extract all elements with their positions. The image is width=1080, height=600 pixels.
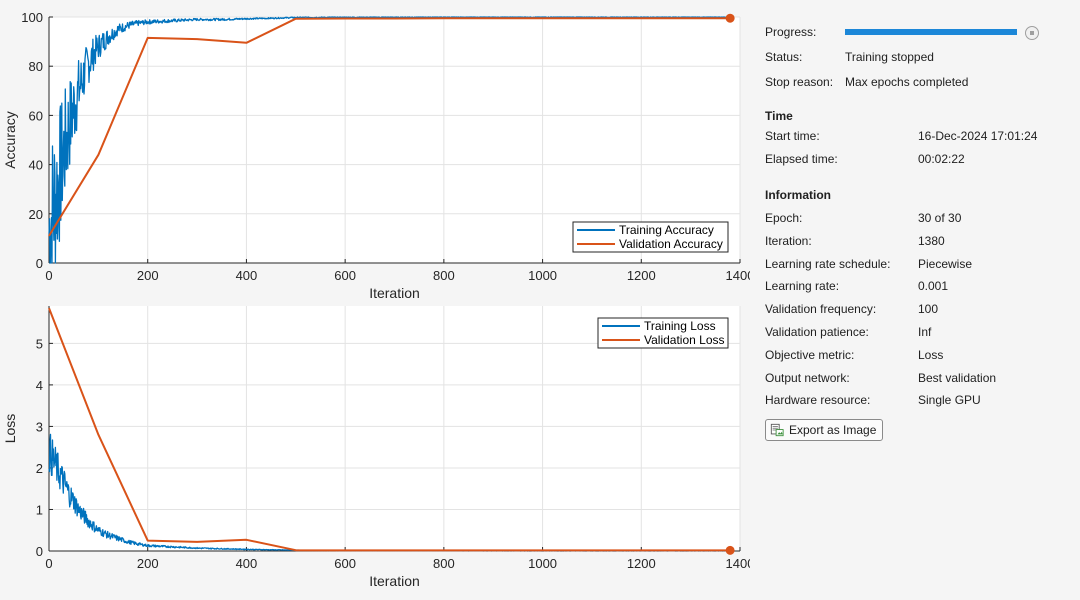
x-tick-label: 0 xyxy=(45,268,52,283)
x-tick-label: 1200 xyxy=(627,268,656,283)
info-value: Piecewise xyxy=(918,256,973,271)
info-label: Iteration: xyxy=(765,233,812,248)
start-time-label: Start time: xyxy=(765,129,820,143)
x-tick-label: 1200 xyxy=(627,556,656,571)
stop-icon[interactable] xyxy=(1025,26,1039,40)
y-tick-label: 2 xyxy=(36,461,43,476)
stop-reason-value: Max epochs completed xyxy=(845,75,969,89)
info-label: Output network: xyxy=(765,370,850,385)
y-tick-label: 4 xyxy=(36,378,43,393)
time-heading: Time xyxy=(765,109,793,123)
x-axis-label: Iteration xyxy=(369,285,420,301)
info-label: Hardware resource: xyxy=(765,393,871,408)
x-axis-label: Iteration xyxy=(369,573,420,589)
info-label: Epoch: xyxy=(765,211,803,225)
legend-entry: Training Accuracy xyxy=(619,223,714,237)
status-value: Training stopped xyxy=(845,50,934,64)
elapsed-time-value: 00:02:22 xyxy=(918,152,965,166)
progress-label: Progress: xyxy=(765,25,817,39)
info-value: Best validation xyxy=(918,370,997,385)
y-tick-label: 20 xyxy=(29,207,43,222)
info-value: Loss xyxy=(918,347,944,362)
training-info-panel: Progress: Status: Training stopped Stop … xyxy=(765,0,1065,600)
legend-entry: Training Loss xyxy=(644,319,716,333)
y-tick-label: 60 xyxy=(29,108,43,123)
info-value: Inf xyxy=(918,325,932,339)
y-axis-label: Accuracy xyxy=(2,111,18,169)
x-tick-label: 0 xyxy=(45,556,52,571)
series-line-validation xyxy=(48,17,731,237)
x-tick-label: 1000 xyxy=(528,268,557,283)
legend-box xyxy=(572,221,729,253)
stop-reason-label: Stop reason: xyxy=(765,75,834,89)
status-label: Status: xyxy=(765,50,803,64)
info-value: 0.001 xyxy=(918,279,949,294)
export-image-icon xyxy=(770,423,784,437)
info-value: 100 xyxy=(918,302,939,317)
legend-entry: Validation Loss xyxy=(644,333,725,347)
legend-box xyxy=(597,317,729,349)
info-value: 30 of 30 xyxy=(918,211,962,225)
y-tick-label: 0 xyxy=(36,256,43,271)
info-label: Objective metric: xyxy=(765,347,855,362)
information-heading: Information xyxy=(765,188,831,202)
info-value: Single GPU xyxy=(918,393,981,408)
elapsed-time-label: Elapsed time: xyxy=(765,152,838,166)
info-label: Learning rate: xyxy=(765,279,840,294)
x-tick-label: 800 xyxy=(433,556,455,571)
x-tick-label: 1000 xyxy=(528,556,557,571)
export-as-image-label: Export as Image xyxy=(789,423,877,437)
info-label: Learning rate schedule: xyxy=(765,256,891,271)
final-validation-marker xyxy=(725,545,735,555)
x-tick-label: 800 xyxy=(433,268,455,283)
export-as-image-button[interactable]: Export as Image xyxy=(765,419,884,441)
final-validation-marker xyxy=(725,13,735,23)
series-line-validation xyxy=(48,307,731,552)
y-tick-label: 1 xyxy=(36,502,43,517)
info-label: Validation patience: xyxy=(765,325,869,339)
legend-entry: Validation Accuracy xyxy=(619,237,723,251)
y-axis-label: Loss xyxy=(2,414,18,444)
y-tick-label: 40 xyxy=(29,158,43,173)
y-tick-label: 5 xyxy=(36,336,43,351)
y-tick-label: 3 xyxy=(36,419,43,434)
progress-bar xyxy=(845,29,1017,35)
training-plots: 0200400600800100012001400020406080100Ite… xyxy=(2,10,750,589)
x-tick-label: 600 xyxy=(334,268,356,283)
start-time-value: 16-Dec-2024 17:01:24 xyxy=(918,129,1038,143)
x-tick-label: 200 xyxy=(137,556,159,571)
x-tick-label: 400 xyxy=(236,268,258,283)
x-tick-label: 400 xyxy=(236,556,258,571)
y-tick-label: 80 xyxy=(29,59,43,74)
progress-bar-fill xyxy=(845,29,1017,35)
x-tick-label: 200 xyxy=(137,268,159,283)
info-value: 1380 xyxy=(918,233,945,248)
y-tick-label: 100 xyxy=(21,10,43,25)
info-label: Validation frequency: xyxy=(765,302,877,317)
x-tick-label: 600 xyxy=(334,556,356,571)
y-tick-label: 0 xyxy=(36,544,43,559)
